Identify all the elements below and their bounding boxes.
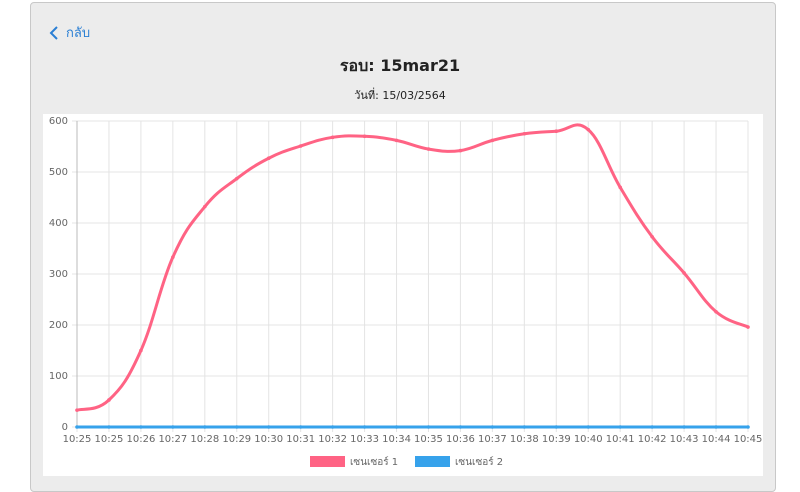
- point: [298, 425, 303, 429]
- x-tick-label: 10:40: [574, 434, 603, 445]
- y-tick-label: 100: [49, 371, 68, 382]
- legend-swatch: [415, 456, 450, 467]
- y-tick-label: 500: [49, 167, 68, 178]
- back-label[interactable]: กลับ: [66, 26, 91, 41]
- y-tick-label: 400: [49, 218, 68, 229]
- x-tick-label: 10:45: [734, 434, 763, 445]
- point: [746, 425, 750, 429]
- date: วันที่: 15/03/2564: [354, 89, 446, 102]
- x-tick-label: 10:30: [254, 434, 283, 445]
- legend-label: เซนเซอร์ 2: [455, 456, 503, 468]
- point: [618, 425, 622, 429]
- y-tick-label: 200: [49, 320, 68, 331]
- x-tick-label: 10:41: [606, 434, 635, 445]
- point: [171, 255, 175, 259]
- point: [266, 425, 271, 429]
- point: [522, 425, 527, 429]
- point: [682, 425, 686, 429]
- point: [75, 425, 79, 429]
- point: [362, 134, 367, 139]
- back-icon: [49, 25, 58, 40]
- title: รอบ: 15mar21: [339, 56, 461, 75]
- point: [171, 425, 175, 429]
- x-tick-label: 10:32: [318, 434, 347, 445]
- point: [266, 156, 271, 161]
- x-tick-label: 10:29: [222, 434, 251, 445]
- point: [586, 127, 591, 132]
- point: [234, 425, 239, 429]
- x-tick-label: 10:25: [63, 434, 92, 445]
- x-tick-label: 10:44: [702, 434, 731, 445]
- point: [490, 138, 495, 143]
- x-tick-label: 10:31: [286, 434, 315, 445]
- point: [426, 425, 431, 429]
- y-tick-label: 600: [49, 116, 68, 127]
- point: [394, 425, 399, 429]
- point: [586, 425, 591, 429]
- point: [107, 398, 111, 402]
- point: [490, 425, 495, 429]
- x-tick-label: 10:38: [510, 434, 539, 445]
- x-tick-label: 10:27: [158, 434, 187, 445]
- point: [554, 425, 559, 429]
- x-tick-label: 10:35: [414, 434, 443, 445]
- point: [714, 309, 718, 314]
- point: [330, 135, 335, 140]
- point: [234, 176, 239, 181]
- point: [139, 425, 143, 429]
- point: [746, 325, 750, 329]
- chart-panel: [43, 114, 763, 476]
- point: [682, 271, 686, 275]
- y-tick-label: 0: [62, 422, 68, 433]
- legend-swatch: [310, 456, 345, 467]
- x-tick-label: 10:25: [95, 434, 124, 445]
- point: [298, 144, 303, 148]
- x-tick-label: 10:28: [190, 434, 219, 445]
- point: [650, 234, 654, 239]
- x-tick-label: 10:26: [126, 434, 155, 445]
- x-tick-label: 10:33: [350, 434, 379, 445]
- point: [458, 148, 463, 153]
- point: [139, 348, 143, 353]
- x-tick-label: 10:39: [542, 434, 571, 445]
- point: [714, 425, 718, 429]
- point: [362, 425, 367, 429]
- point: [426, 147, 431, 151]
- point: [394, 138, 399, 143]
- point: [203, 204, 207, 209]
- page: กลับ รอบ: 15mar21 วันที่: 15/03/2564 0 10…: [30, 2, 776, 492]
- x-tick-label: 10:34: [382, 434, 411, 445]
- x-tick-label: 10:42: [638, 434, 667, 445]
- point: [75, 408, 79, 412]
- point: [203, 425, 207, 429]
- x-tick-label: 10:43: [670, 434, 699, 445]
- point: [458, 425, 463, 429]
- legend-label: เซนเซอร์ 1: [350, 456, 398, 468]
- y-tick-label: 300: [49, 269, 68, 280]
- back-button[interactable]: กลับ: [48, 22, 90, 43]
- x-tick-label: 10:37: [478, 434, 507, 445]
- point: [650, 425, 654, 429]
- line: [76, 123, 749, 412]
- point: [618, 185, 622, 190]
- point: [330, 425, 335, 429]
- point: [554, 129, 559, 133]
- point: [522, 131, 527, 136]
- x-tick-label: 10:36: [446, 434, 475, 445]
- point: [107, 425, 111, 429]
